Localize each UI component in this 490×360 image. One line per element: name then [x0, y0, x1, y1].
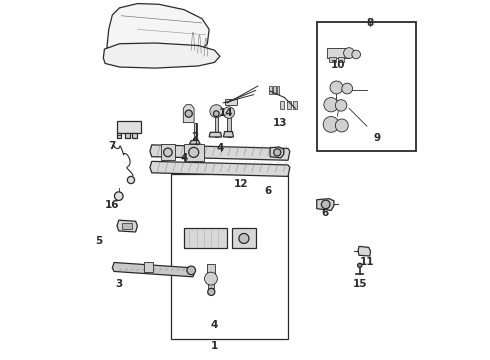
Polygon shape: [358, 246, 370, 256]
Polygon shape: [223, 132, 234, 137]
Polygon shape: [183, 105, 194, 123]
Bar: [172, 174, 288, 338]
Bar: [208, 280, 214, 288]
Circle shape: [239, 233, 249, 243]
Bar: [225, 99, 237, 105]
Polygon shape: [125, 134, 129, 138]
Polygon shape: [117, 220, 137, 232]
Bar: [280, 101, 285, 109]
Circle shape: [214, 111, 219, 117]
Polygon shape: [209, 132, 221, 137]
Text: 16: 16: [104, 200, 119, 210]
Circle shape: [324, 98, 338, 112]
Circle shape: [164, 148, 172, 157]
Circle shape: [208, 288, 215, 296]
Text: 4: 4: [216, 143, 223, 153]
Bar: [338, 57, 344, 62]
Bar: [227, 116, 231, 137]
Polygon shape: [150, 161, 290, 176]
Polygon shape: [190, 140, 200, 144]
Bar: [122, 223, 132, 229]
Bar: [273, 86, 276, 94]
Text: 8: 8: [366, 18, 373, 28]
Bar: [184, 228, 227, 248]
Circle shape: [342, 83, 353, 94]
Circle shape: [115, 192, 123, 201]
Circle shape: [223, 107, 235, 118]
Circle shape: [343, 48, 354, 58]
Circle shape: [335, 119, 348, 132]
Text: 15: 15: [353, 279, 368, 289]
Text: 9: 9: [373, 133, 381, 143]
Circle shape: [330, 81, 343, 94]
Polygon shape: [150, 145, 290, 160]
Bar: [317, 22, 416, 151]
Polygon shape: [107, 4, 209, 58]
Circle shape: [189, 147, 199, 157]
Circle shape: [210, 105, 223, 118]
Circle shape: [335, 100, 347, 111]
Bar: [194, 123, 197, 144]
Circle shape: [127, 176, 135, 184]
Bar: [207, 264, 215, 275]
Bar: [293, 101, 297, 109]
Bar: [144, 262, 153, 272]
Circle shape: [274, 149, 281, 156]
Bar: [287, 101, 291, 109]
Circle shape: [352, 50, 361, 59]
Circle shape: [321, 200, 330, 209]
Text: 14: 14: [219, 108, 234, 118]
Text: 7: 7: [109, 141, 116, 151]
Polygon shape: [317, 199, 334, 211]
Bar: [161, 144, 175, 160]
Polygon shape: [117, 134, 122, 138]
Bar: [276, 86, 279, 94]
Text: 5: 5: [95, 236, 102, 246]
Text: 11: 11: [360, 257, 374, 267]
Text: 1: 1: [211, 341, 218, 351]
Bar: [215, 114, 218, 137]
Circle shape: [323, 117, 339, 132]
Text: 13: 13: [273, 118, 288, 128]
Polygon shape: [103, 43, 220, 68]
Polygon shape: [112, 262, 195, 277]
Text: 6: 6: [265, 186, 272, 196]
Text: 6: 6: [321, 208, 328, 218]
Bar: [117, 121, 141, 134]
Text: 2: 2: [191, 132, 198, 142]
Bar: [329, 57, 336, 62]
Circle shape: [358, 263, 362, 267]
Bar: [270, 86, 272, 94]
Polygon shape: [132, 134, 137, 138]
Circle shape: [204, 272, 218, 285]
Text: 4: 4: [180, 153, 188, 163]
Bar: [327, 48, 349, 58]
Circle shape: [187, 266, 196, 275]
Text: 3: 3: [115, 279, 122, 289]
Text: 12: 12: [234, 179, 248, 189]
Bar: [184, 144, 204, 161]
Circle shape: [185, 110, 192, 117]
Text: 10: 10: [331, 60, 345, 70]
Text: 4: 4: [211, 320, 218, 330]
Bar: [232, 228, 256, 248]
Polygon shape: [270, 147, 284, 158]
